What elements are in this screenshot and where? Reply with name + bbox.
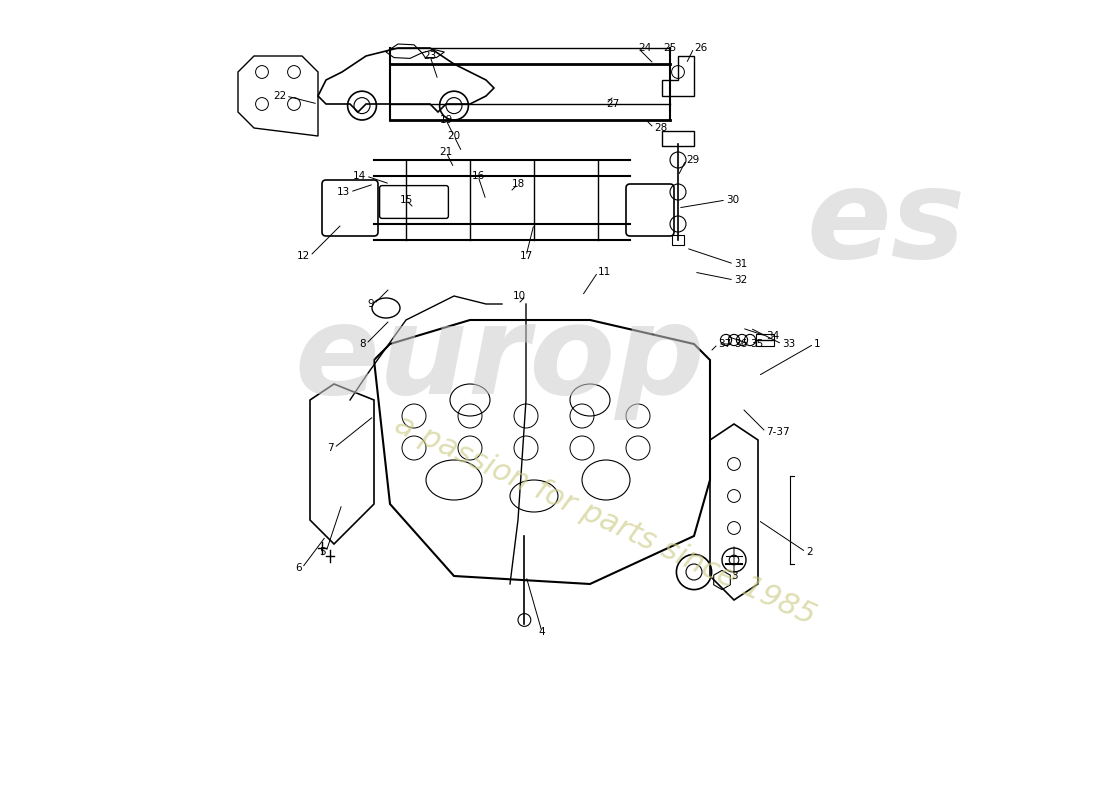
Text: 2: 2 — [806, 547, 813, 557]
Text: 1: 1 — [814, 339, 821, 349]
Text: 31: 31 — [734, 259, 747, 269]
Text: 32: 32 — [734, 275, 747, 285]
Text: 19: 19 — [439, 115, 452, 125]
Text: 29: 29 — [686, 155, 700, 165]
Text: 17: 17 — [519, 251, 532, 261]
Text: 11: 11 — [598, 267, 612, 277]
Bar — [757, 334, 774, 346]
Text: 8: 8 — [360, 339, 366, 349]
Text: 30: 30 — [726, 195, 739, 205]
Text: 21: 21 — [439, 147, 452, 157]
Text: 12: 12 — [297, 251, 310, 261]
Text: 14: 14 — [353, 171, 366, 181]
Text: 33: 33 — [782, 339, 795, 349]
Text: 28: 28 — [654, 123, 668, 133]
Text: 13: 13 — [337, 187, 350, 197]
Text: 5: 5 — [319, 547, 326, 557]
Text: 26: 26 — [694, 43, 707, 53]
Bar — [662, 131, 694, 146]
Text: 18: 18 — [512, 179, 525, 189]
Text: 4: 4 — [539, 627, 546, 637]
Text: 27: 27 — [606, 99, 619, 109]
Text: 3: 3 — [730, 571, 737, 581]
Text: 22: 22 — [273, 91, 286, 101]
Text: es: es — [806, 163, 965, 285]
Text: 37: 37 — [718, 339, 732, 349]
Text: 16: 16 — [472, 171, 485, 181]
Text: 7-37: 7-37 — [766, 427, 790, 437]
Text: 20: 20 — [448, 131, 461, 141]
Text: 35: 35 — [750, 339, 763, 349]
Text: 10: 10 — [513, 291, 526, 301]
Text: 36: 36 — [734, 339, 747, 349]
Text: 15: 15 — [399, 195, 412, 205]
Text: 25: 25 — [663, 43, 676, 53]
Text: a passion for parts since 1985: a passion for parts since 1985 — [390, 410, 821, 630]
Bar — [672, 235, 684, 245]
Text: 34: 34 — [766, 331, 779, 341]
Text: 9: 9 — [367, 299, 374, 309]
Text: 24: 24 — [638, 43, 651, 53]
Text: 23: 23 — [424, 51, 437, 61]
Text: 6: 6 — [296, 563, 303, 573]
Text: europ: europ — [294, 299, 705, 421]
Text: 7: 7 — [328, 443, 334, 453]
